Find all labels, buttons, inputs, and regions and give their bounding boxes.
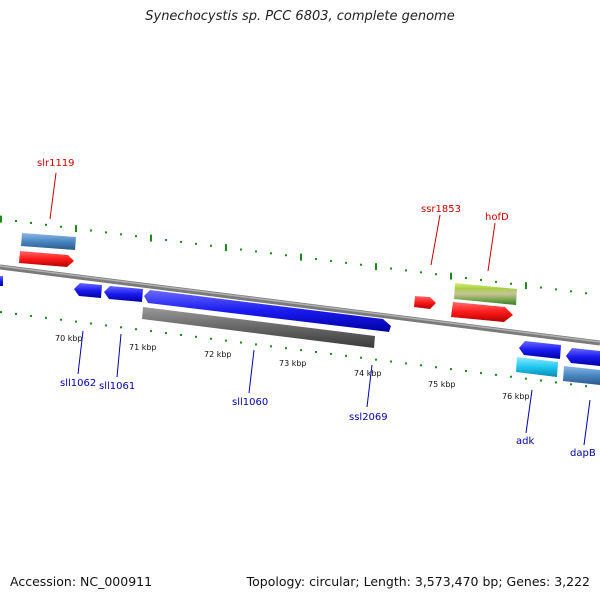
scale-labels: 70 kbp 71 kbp 72 kbp 73 kbp 74 kbp 75 kb…	[55, 334, 530, 401]
gene-sll1060-arrow[interactable]	[144, 290, 391, 332]
gene-label-hofD[interactable]: hofD	[485, 212, 509, 223]
gene-slr1119-arrow[interactable]	[19, 251, 74, 267]
gene-sll1062-arrow[interactable]	[74, 283, 102, 298]
accession-text: Accession: NC_000911	[10, 574, 153, 589]
scale-label: 74 kbp	[354, 369, 382, 378]
callout-line-sll1062	[77, 330, 84, 375]
topology-text: Topology: circular; Length: 3,573,470 bp…	[246, 574, 590, 589]
gene-dapB-domain[interactable]	[563, 366, 600, 385]
gene-hofD-domain[interactable]	[454, 283, 517, 305]
genome-backbone	[0, 264, 600, 346]
gene-callouts	[49, 172, 591, 446]
callout-line-hofD	[487, 222, 496, 272]
tick-track-upper	[0, 215, 587, 295]
gene-adk-arrow[interactable]	[519, 341, 561, 359]
gene-label-dapB[interactable]: dapB	[570, 448, 596, 459]
gene-offscreen-arrow[interactable]	[0, 276, 3, 286]
gene-label-ssl2069[interactable]: ssl2069	[349, 412, 388, 423]
gene-dapB-arrow[interactable]	[566, 348, 600, 366]
callout-line-dapB	[583, 399, 591, 446]
genome-title: Synechocystis sp. PCC 6803, complete gen…	[145, 9, 455, 24]
gene-ssr1853-arrow[interactable]	[414, 296, 436, 309]
gene-slr1119-domain[interactable]	[21, 233, 76, 250]
gene-label-sll1062[interactable]: sll1062	[60, 378, 96, 389]
scale-label: 73 kbp	[279, 359, 307, 368]
scale-label: 72 kbp	[204, 350, 232, 359]
scale-label: 75 kbp	[428, 380, 456, 389]
tick-track-lower	[0, 311, 587, 388]
gene-label-sll1061[interactable]: sll1061	[99, 381, 135, 392]
gene-slr1119-feature[interactable]	[19, 233, 76, 267]
gene-adk-domain[interactable]	[516, 357, 558, 377]
callout-line-slr1119	[49, 172, 57, 220]
genome-backbone-highlight	[0, 265, 600, 343]
gene-label-sll1060[interactable]: sll1060	[232, 397, 268, 408]
gene-label-ssr1853[interactable]: ssr1853	[421, 204, 461, 215]
gene-sll1061-arrow[interactable]	[104, 286, 143, 302]
scale-label: 76 kbp	[502, 392, 530, 401]
callout-line-ssl2069	[366, 364, 373, 408]
gene-label-slr1119[interactable]: slr1119	[37, 158, 75, 169]
gene-hofD-arrow[interactable]	[451, 302, 513, 322]
scale-label: 70 kbp	[55, 334, 83, 343]
gene-label-adk[interactable]: adk	[516, 436, 534, 447]
gene-hofD-feature[interactable]	[451, 283, 517, 322]
scale-label: 71 kbp	[129, 343, 157, 352]
callout-line-ssr1853	[430, 214, 441, 266]
gene-labels: slr1119 ssr1853 hofD sll1062 sll1061 sll…	[37, 158, 596, 459]
callout-line-adk	[525, 389, 533, 434]
gene-ssl2069-arrow[interactable]	[142, 307, 375, 348]
callout-line-sll1060	[248, 349, 255, 394]
callout-line-sll1061	[116, 333, 122, 378]
